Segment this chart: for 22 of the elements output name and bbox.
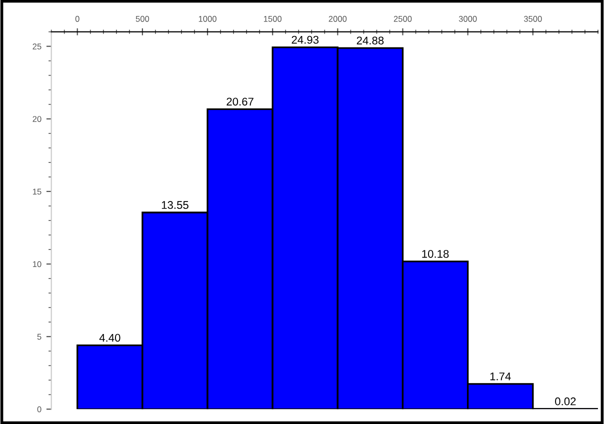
y-tick-label: 15 <box>32 188 42 195</box>
data-label: 13.55 <box>162 201 188 209</box>
x-tick-label: 3500 <box>524 16 542 22</box>
y-tick-label: 20 <box>32 116 42 122</box>
data-label: 24.93 <box>292 36 319 44</box>
data-label: 20.67 <box>226 98 254 106</box>
data-label: 1.74 <box>490 372 511 380</box>
x-tick-label: 3000 <box>458 16 477 22</box>
y-tick-label: 0 <box>37 406 42 412</box>
data-label: 0.02 <box>555 397 576 406</box>
x-tick-label: 500 <box>136 16 150 22</box>
y-tick-label: 10 <box>32 261 42 268</box>
data-label: 10.18 <box>422 250 449 258</box>
x-tick-label: 0 <box>75 16 80 22</box>
y-tick-label: 25 <box>32 44 42 50</box>
x-tick-label: 2000 <box>328 16 347 22</box>
x-tick-label: 2500 <box>394 16 412 22</box>
x-tick-label: 1500 <box>264 16 282 22</box>
y-tick-label: 5 <box>37 334 42 340</box>
x-tick-label: 1000 <box>198 16 216 22</box>
data-label: 4.40 <box>99 334 120 342</box>
data-label: 24.88 <box>356 36 384 44</box>
